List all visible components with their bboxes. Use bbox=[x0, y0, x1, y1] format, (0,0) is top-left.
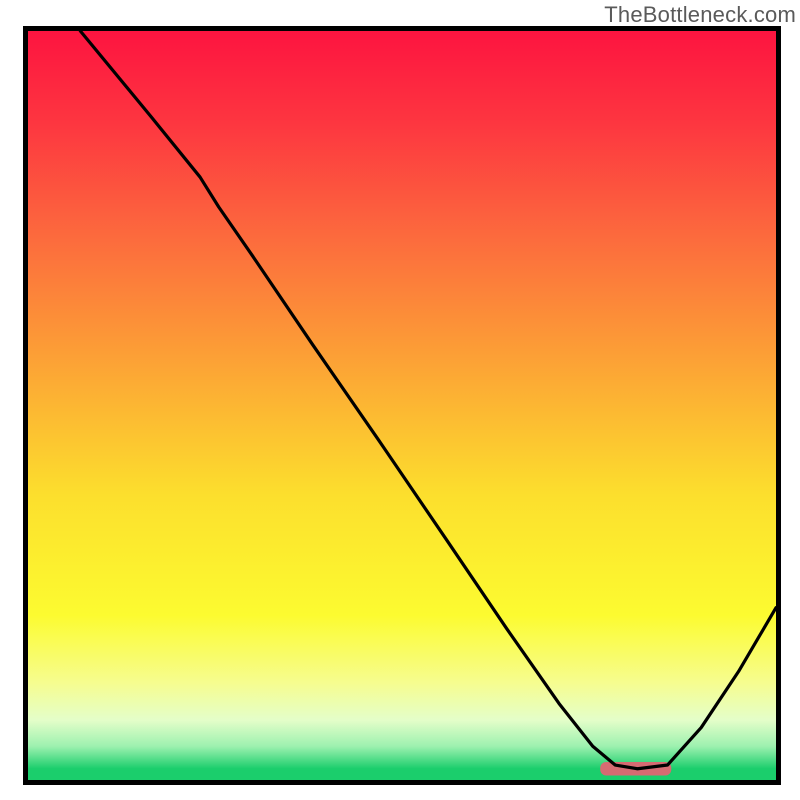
watermark-text: TheBottleneck.com bbox=[604, 2, 796, 28]
chart-background bbox=[28, 31, 776, 780]
bottleneck-chart bbox=[28, 31, 776, 780]
chart-container: TheBottleneck.com bbox=[0, 0, 800, 800]
